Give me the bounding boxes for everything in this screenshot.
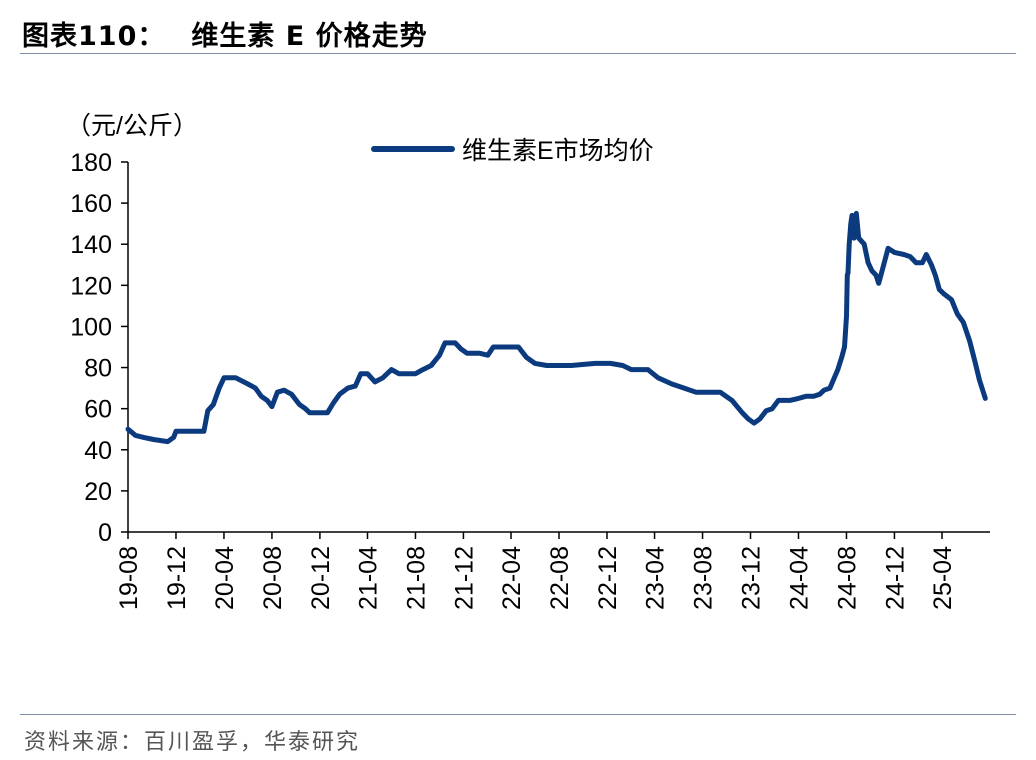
source-divider bbox=[20, 714, 1016, 715]
figure-number: 图表110： bbox=[22, 21, 166, 52]
x-tick-label: 21-04 bbox=[354, 546, 382, 610]
x-tick-label: 19-08 bbox=[115, 546, 143, 610]
x-tick-label: 20-08 bbox=[259, 546, 287, 610]
y-tick-label: 180 bbox=[70, 149, 112, 177]
series-line bbox=[125, 210, 988, 445]
y-unit-label: （元/公斤） bbox=[66, 112, 198, 140]
x-tick-label: 21-08 bbox=[402, 546, 430, 610]
x-tick-label: 19-12 bbox=[163, 546, 191, 610]
y-tick-label: 140 bbox=[70, 231, 112, 259]
figure-title-text: 维生素 E 价格走势 bbox=[191, 21, 428, 52]
x-tick-label: 23-08 bbox=[690, 546, 718, 610]
x-tick-label: 25-04 bbox=[929, 546, 957, 610]
x-tick-label: 24-04 bbox=[785, 546, 813, 610]
legend: 维生素E市场均价 bbox=[371, 137, 654, 165]
x-tick-label: 22-08 bbox=[546, 546, 574, 610]
y-tick-label: 160 bbox=[70, 190, 112, 218]
figure-title: 图表110： 维生素 E 价格走势 bbox=[22, 14, 428, 53]
y-axis: 0 20 40 60 80 100 120 140 160 180 bbox=[70, 149, 129, 547]
y-tick-label: 100 bbox=[70, 313, 112, 341]
y-tick-label: 40 bbox=[84, 437, 112, 465]
x-tick-label: 20-12 bbox=[307, 546, 335, 610]
x-tick-label: 24-08 bbox=[833, 546, 861, 610]
y-tick-label: 0 bbox=[98, 519, 112, 547]
y-tick-label: 60 bbox=[84, 396, 112, 424]
x-tick-label: 23-12 bbox=[738, 546, 766, 610]
legend-label: 维生素E市场均价 bbox=[462, 137, 654, 165]
title-divider bbox=[20, 53, 1016, 54]
x-tick-label: 22-04 bbox=[498, 546, 526, 610]
x-tick-label: 20-04 bbox=[211, 546, 239, 610]
series-layer bbox=[125, 210, 988, 445]
source-note: 资料来源：百川盈孚，华泰研究 bbox=[24, 730, 361, 755]
x-tick-label: 22-12 bbox=[594, 546, 622, 610]
y-tick-label: 80 bbox=[84, 355, 112, 383]
x-tick-label: 23-04 bbox=[642, 546, 670, 610]
x-tick-label: 24-12 bbox=[881, 546, 909, 610]
y-tick-label: 120 bbox=[70, 272, 112, 300]
x-axis: 19-08 19-12 20-04 20-08 20-12 21-04 21-08 21-12… bbox=[115, 531, 990, 610]
x-tick-label: 21-12 bbox=[450, 546, 478, 610]
y-tick-label: 20 bbox=[84, 478, 112, 506]
